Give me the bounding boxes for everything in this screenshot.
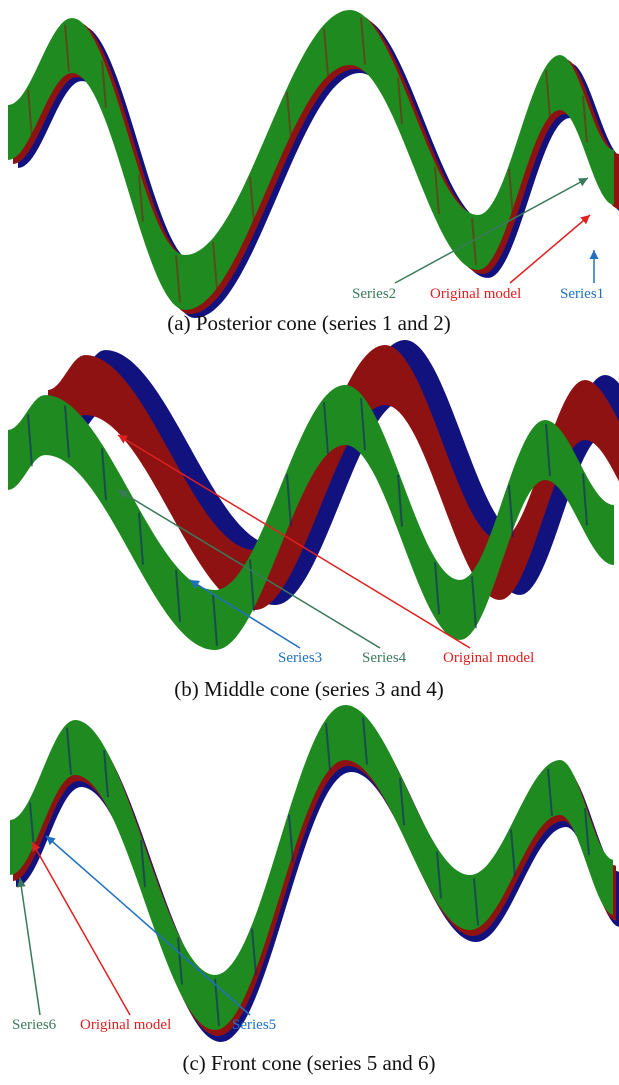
- annotation-arrow: [20, 878, 40, 1015]
- annotation-arrow: [510, 215, 590, 283]
- series-label: Series2: [352, 286, 396, 302]
- series-label: Series6: [12, 1017, 57, 1033]
- annotation-arrow: [32, 842, 130, 1015]
- series-label: Series4: [362, 650, 407, 666]
- panel-caption: (b) Middle cone (series 3 and 4): [174, 677, 443, 701]
- panel-caption: (c) Front cone (series 5 and 6): [182, 1051, 435, 1075]
- series-label: Original model: [80, 1017, 171, 1033]
- series-label: Series5: [232, 1017, 276, 1033]
- series-label: Original model: [430, 286, 521, 302]
- cone-band: [8, 10, 614, 310]
- series-label: Series3: [278, 650, 322, 666]
- series-label: Series1: [560, 286, 604, 302]
- panel-caption: (a) Posterior cone (series 1 and 2): [167, 311, 450, 335]
- series-label: Original model: [443, 650, 534, 666]
- figure: Series2 Original model Series1 (a) Posterio…: [0, 0, 619, 1085]
